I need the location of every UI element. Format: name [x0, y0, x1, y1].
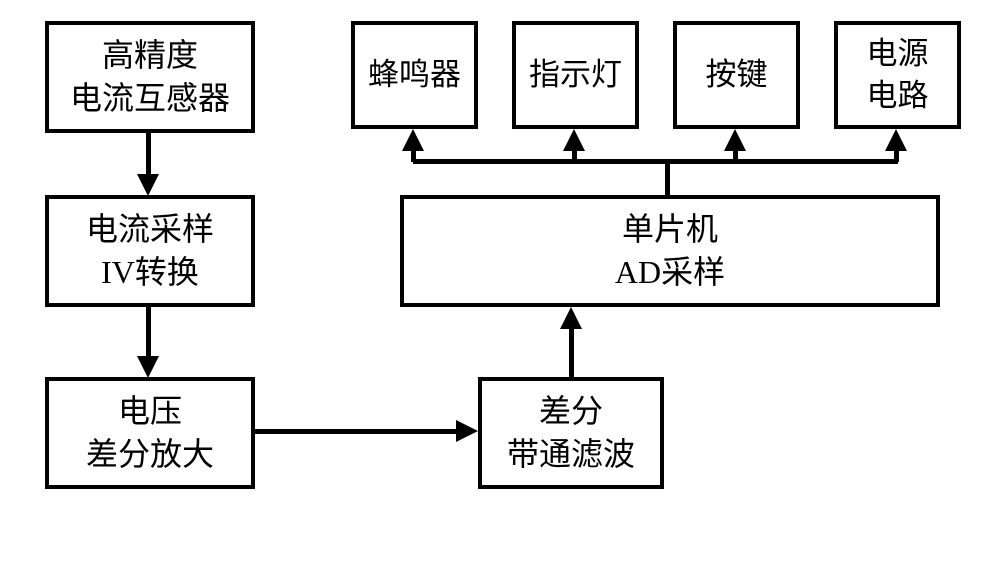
- edge-line: [146, 133, 151, 176]
- node-line: 电源: [867, 33, 929, 75]
- arrow-head-icon: [137, 356, 159, 378]
- node-sampling: 电流采样 IV转换: [45, 195, 255, 307]
- node-line: 高精度: [102, 34, 198, 77]
- edge-line: [569, 327, 574, 377]
- node-line: 带通滤波: [507, 433, 635, 476]
- node-buzzer: 蜂鸣器: [351, 21, 478, 129]
- node-line: 按键: [706, 54, 768, 96]
- node-line: 指示灯: [529, 54, 622, 96]
- node-line: 电流采样: [86, 208, 214, 251]
- arrow-head-icon: [724, 129, 746, 151]
- node-line: 蜂鸣器: [368, 54, 461, 96]
- arrow-head-icon: [456, 420, 478, 442]
- arrow-head-icon: [402, 129, 424, 151]
- node-button: 按键: [673, 21, 800, 129]
- node-mcu: 单片机 AD采样: [400, 195, 940, 307]
- arrow-head-icon: [137, 174, 159, 196]
- node-line: 电路: [867, 75, 929, 117]
- arrow-head-icon: [560, 307, 582, 329]
- node-line: 差分放大: [86, 433, 214, 476]
- node-amplify: 电压 差分放大: [45, 377, 255, 489]
- bus-drop: [665, 161, 670, 195]
- node-line: IV转换: [101, 251, 199, 294]
- arrow-head-icon: [563, 129, 585, 151]
- bus-line: [413, 159, 898, 164]
- arrow-head-icon: [885, 129, 907, 151]
- node-transformer: 高精度 电流互感器: [45, 21, 255, 133]
- node-line: 差分: [539, 390, 603, 433]
- node-line: 单片机: [622, 208, 718, 251]
- node-filter: 差分 带通滤波: [478, 377, 664, 489]
- node-power: 电源 电路: [834, 21, 961, 129]
- node-line: 电流互感器: [70, 77, 230, 120]
- edge-line: [255, 429, 458, 434]
- edge-line: [146, 307, 151, 358]
- node-led: 指示灯: [512, 21, 639, 129]
- node-line: AD采样: [615, 251, 725, 294]
- node-line: 电压: [118, 390, 182, 433]
